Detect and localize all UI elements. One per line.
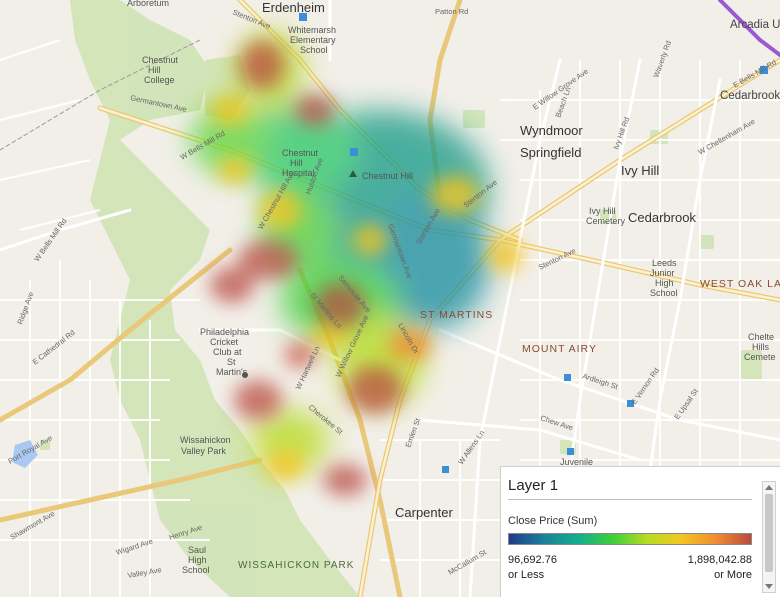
label-carpenter: Carpenter xyxy=(395,505,453,520)
transit-icon xyxy=(627,400,634,407)
label-chh-2: Hill xyxy=(290,158,303,168)
label-st-martins: ST MARTINS xyxy=(420,309,493,321)
label-saul-1: Saul xyxy=(188,545,206,555)
label-whitemarsh-3: School xyxy=(300,45,328,55)
road-label: Patton Rd xyxy=(435,7,468,16)
label-juvenile: Juvenile xyxy=(560,457,593,467)
label-leeds-1: Leeds xyxy=(652,258,677,268)
label-pcc-3: Club at xyxy=(213,347,242,357)
lake xyxy=(12,440,38,468)
transit-icon xyxy=(760,66,768,74)
scroll-thumb[interactable] xyxy=(765,494,773,572)
label-wissahickon-park: WISSAHICKON PARK xyxy=(238,560,354,571)
legend-max-value: 1,898,042.88 xyxy=(687,554,752,566)
club-icon xyxy=(242,372,248,378)
legend-panel: Layer 1 Close Price (Sum) 96,692.76 or L… xyxy=(500,466,780,597)
label-wyndmoor: Wyndmoor xyxy=(520,123,583,138)
label-saul-2: High xyxy=(188,555,207,565)
legend-scrollbar[interactable] xyxy=(762,481,776,593)
label-leeds-3: High xyxy=(655,278,674,288)
label-leeds-4: School xyxy=(650,288,678,298)
label-chel-3: Cemete xyxy=(744,352,776,362)
label-arcadia: Arcadia U xyxy=(730,19,780,31)
legend-min-value: 96,692.76 xyxy=(508,554,557,566)
label-chh-1: Chestnut xyxy=(282,148,319,158)
label-pcc-4: St xyxy=(227,357,236,367)
legend-min-label: or Less xyxy=(508,569,545,581)
label-chc-1: Chestnut xyxy=(142,55,179,65)
label-wvp-2: Valley Park xyxy=(181,446,226,456)
heatmap-layer xyxy=(190,30,523,496)
transit-icon xyxy=(567,448,574,455)
label-pcc-1: Philadelphia xyxy=(200,327,249,337)
label-erdenheim: Erdenheim xyxy=(262,0,325,15)
label-ivy-cem-1: Ivy Hill xyxy=(589,206,616,216)
label-chc-2: Hill xyxy=(148,65,161,75)
label-ivy-hill: Ivy Hill xyxy=(621,163,659,178)
label-chel-2: Hills xyxy=(752,342,769,352)
label-ivy-cem-2: Cemetery xyxy=(586,216,626,226)
label-springfield: Springfield xyxy=(520,145,581,160)
label-chh-3: Hospital xyxy=(282,168,315,178)
transit-icon xyxy=(564,374,571,381)
scroll-up-arrow-icon[interactable] xyxy=(765,485,773,490)
legend-color-scale xyxy=(508,533,752,545)
hospital-icon xyxy=(350,148,358,156)
poi-markers xyxy=(242,13,768,473)
label-chel-1: Chelte xyxy=(748,332,774,342)
label-west-oak-lane: WEST OAK LAN xyxy=(700,278,780,290)
label-whitemarsh-2: Elementary xyxy=(290,35,336,45)
school-icon xyxy=(299,13,307,21)
label-cedarbrook-top: Cedarbrook xyxy=(720,90,780,102)
legend-layer-title: Layer 1 xyxy=(508,477,559,494)
legend-max-label: or More xyxy=(714,569,752,581)
label-leeds-2: Junior xyxy=(650,268,675,278)
map-labels: Erdenheim Arcadia U Cedarbrook Wyndmoor … xyxy=(127,0,780,575)
label-pcc-5: Martin's xyxy=(216,367,248,377)
label-cedarbrook: Cedarbrook xyxy=(628,210,696,225)
transit-icon xyxy=(442,466,449,473)
label-wvp-1: Wissahickon xyxy=(180,435,231,445)
label-arboretum: Arboretum xyxy=(127,0,169,8)
scroll-down-arrow-icon[interactable] xyxy=(765,584,773,589)
legend-divider xyxy=(508,499,752,500)
label-chestnut-hill: Chestnut Hill xyxy=(362,171,413,181)
label-chc-3: College xyxy=(144,75,175,85)
label-mount-airy: MOUNT AIRY xyxy=(522,343,597,355)
park-icon xyxy=(349,170,357,177)
label-saul-3: School xyxy=(182,565,210,575)
label-pcc-2: Cricket xyxy=(210,337,239,347)
label-whitemarsh-1: Whitemarsh xyxy=(288,25,336,35)
legend-field-name: Close Price (Sum) xyxy=(508,515,598,527)
